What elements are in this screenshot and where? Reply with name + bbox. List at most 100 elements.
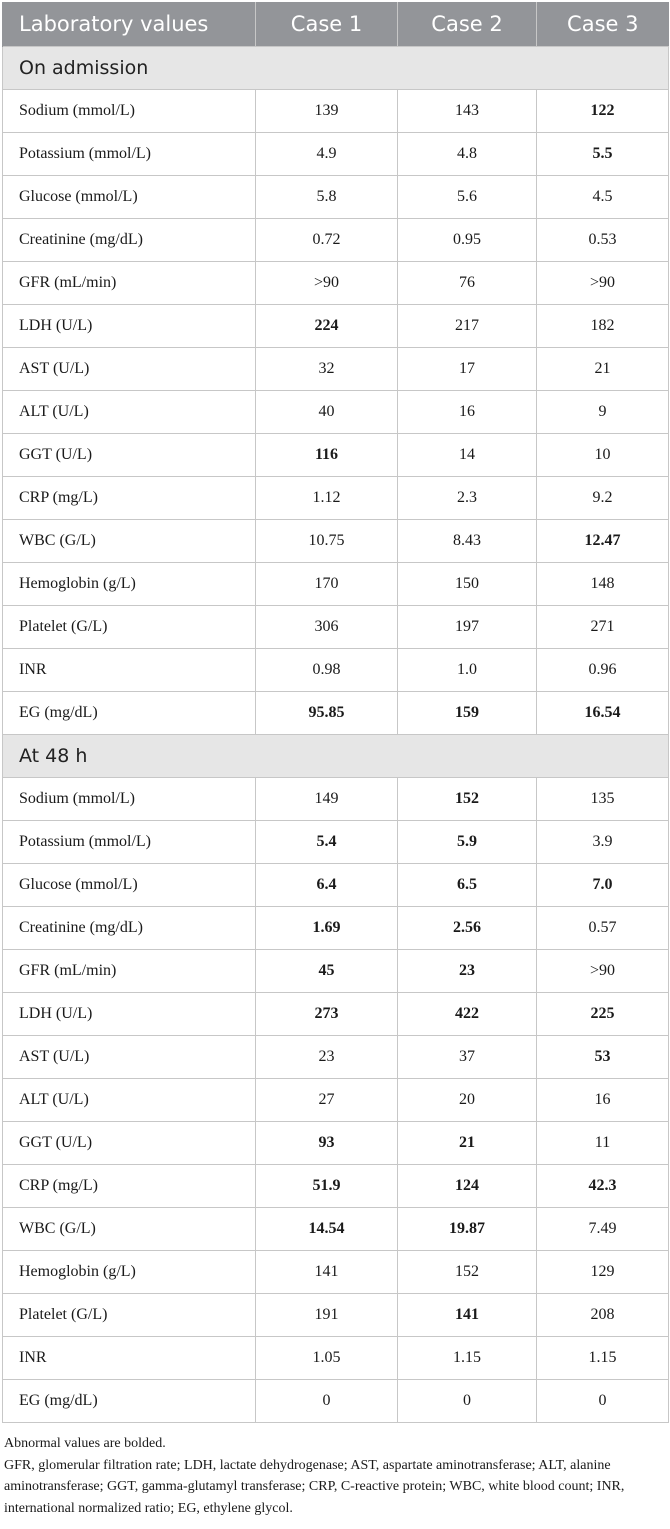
case-3-value: 12.47 bbox=[536, 519, 669, 563]
table-row: WBC (G/L) 14.54 19.87 7.49 bbox=[2, 1207, 669, 1251]
case-1-value: 116 bbox=[255, 433, 398, 477]
table-row: LDH (U/L) 224 217 182 bbox=[2, 304, 669, 348]
table-row: WBC (G/L) 10.75 8.43 12.47 bbox=[2, 519, 669, 563]
case-1-value: 93 bbox=[255, 1121, 398, 1165]
case-2-value: 4.8 bbox=[397, 132, 537, 176]
table-row: CRP (mg/L) 1.12 2.3 9.2 bbox=[2, 476, 669, 520]
case-2-value: 5.6 bbox=[397, 175, 537, 219]
row-label: Creatinine (mg/dL) bbox=[2, 906, 256, 950]
case-1-value: 1.12 bbox=[255, 476, 398, 520]
case-3-value: 11 bbox=[536, 1121, 669, 1165]
row-label: CRP (mg/L) bbox=[2, 1164, 256, 1208]
case-1-value: 191 bbox=[255, 1293, 398, 1337]
case-3-value: 9 bbox=[536, 390, 669, 434]
table-row: ALT (U/L) 40 16 9 bbox=[2, 390, 669, 434]
case-2-value: 76 bbox=[397, 261, 537, 305]
case-1-value: 149 bbox=[255, 777, 398, 821]
case-2-value: 23 bbox=[397, 949, 537, 993]
case-1-value: 51.9 bbox=[255, 1164, 398, 1208]
case-1-value: 224 bbox=[255, 304, 398, 348]
row-label: EG (mg/dL) bbox=[2, 691, 256, 735]
row-label: Sodium (mmol/L) bbox=[2, 89, 256, 133]
header-laboratory-values: Laboratory values bbox=[2, 2, 256, 47]
case-1-value: 141 bbox=[255, 1250, 398, 1294]
row-label: GFR (mL/min) bbox=[2, 949, 256, 993]
case-3-value: 53 bbox=[536, 1035, 669, 1079]
case-2-value: 6.5 bbox=[397, 863, 537, 907]
table-row: Glucose (mmol/L) 6.4 6.5 7.0 bbox=[2, 863, 669, 907]
case-1-value: 27 bbox=[255, 1078, 398, 1122]
case-3-value: 7.49 bbox=[536, 1207, 669, 1251]
row-label: LDH (U/L) bbox=[2, 304, 256, 348]
row-label: AST (U/L) bbox=[2, 347, 256, 391]
case-1-value: 5.8 bbox=[255, 175, 398, 219]
case-3-value: 42.3 bbox=[536, 1164, 669, 1208]
case-3-value: 129 bbox=[536, 1250, 669, 1294]
header-case-3: Case 3 bbox=[536, 2, 669, 47]
case-1-value: 6.4 bbox=[255, 863, 398, 907]
case-2-value: 8.43 bbox=[397, 519, 537, 563]
row-label: Potassium (mmol/L) bbox=[2, 820, 256, 864]
case-2-value: 0.95 bbox=[397, 218, 537, 262]
case-1-value: 14.54 bbox=[255, 1207, 398, 1251]
case-1-value: >90 bbox=[255, 261, 398, 305]
case-2-value: 217 bbox=[397, 304, 537, 348]
case-2-value: 16 bbox=[397, 390, 537, 434]
case-3-value: 1.15 bbox=[536, 1336, 669, 1380]
row-label: Glucose (mmol/L) bbox=[2, 863, 256, 907]
case-3-value: 16 bbox=[536, 1078, 669, 1122]
table-row: GFR (mL/min) >90 76 >90 bbox=[2, 261, 669, 305]
case-2-value: 1.15 bbox=[397, 1336, 537, 1380]
footnote-abnormal: Abnormal values are bolded. bbox=[4, 1436, 166, 1451]
case-3-value: 7.0 bbox=[536, 863, 669, 907]
case-3-value: 9.2 bbox=[536, 476, 669, 520]
table-row: EG (mg/dL) 95.85 159 16.54 bbox=[2, 691, 669, 735]
case-1-value: 10.75 bbox=[255, 519, 398, 563]
table-row: Platelet (G/L) 191 141 208 bbox=[2, 1293, 669, 1337]
row-label: Hemoglobin (g/L) bbox=[2, 562, 256, 606]
case-3-value: 10 bbox=[536, 433, 669, 477]
row-label: CRP (mg/L) bbox=[2, 476, 256, 520]
table-row: Platelet (G/L) 306 197 271 bbox=[2, 605, 669, 649]
table-row: Potassium (mmol/L) 4.9 4.8 5.5 bbox=[2, 132, 669, 176]
row-label: LDH (U/L) bbox=[2, 992, 256, 1036]
case-1-value: 273 bbox=[255, 992, 398, 1036]
table-row: Creatinine (mg/dL) 0.72 0.95 0.53 bbox=[2, 218, 669, 262]
case-2-value: 20 bbox=[397, 1078, 537, 1122]
section-title: On admission bbox=[2, 46, 669, 90]
row-label: Sodium (mmol/L) bbox=[2, 777, 256, 821]
case-2-value: 5.9 bbox=[397, 820, 537, 864]
header-case-2: Case 2 bbox=[397, 2, 537, 47]
case-2-value: 124 bbox=[397, 1164, 537, 1208]
table-body: On admission Sodium (mmol/L) 139 143 122 Pota… bbox=[2, 46, 669, 1423]
case-3-value: 225 bbox=[536, 992, 669, 1036]
case-1-value: 95.85 bbox=[255, 691, 398, 735]
row-label: INR bbox=[2, 648, 256, 692]
case-2-value: 2.56 bbox=[397, 906, 537, 950]
table-row: AST (U/L) 32 17 21 bbox=[2, 347, 669, 391]
row-label: GGT (U/L) bbox=[2, 433, 256, 477]
case-2-value: 14 bbox=[397, 433, 537, 477]
table-row: ALT (U/L) 27 20 16 bbox=[2, 1078, 669, 1122]
case-3-value: 0 bbox=[536, 1379, 669, 1423]
table-row: Sodium (mmol/L) 139 143 122 bbox=[2, 89, 669, 133]
case-3-value: >90 bbox=[536, 261, 669, 305]
row-label: Platelet (G/L) bbox=[2, 1293, 256, 1337]
table-row: Hemoglobin (g/L) 141 152 129 bbox=[2, 1250, 669, 1294]
table-footnotes: Abnormal values are bolded. GFR, glomeru… bbox=[4, 1433, 668, 1519]
case-2-value: 1.0 bbox=[397, 648, 537, 692]
case-2-value: 159 bbox=[397, 691, 537, 735]
footnote-abbreviations: GFR, glomerular filtration rate; LDH, la… bbox=[4, 1457, 625, 1516]
lab-values-table: Laboratory values Case 1 Case 2 Case 3 O… bbox=[2, 2, 669, 1423]
table-row: Glucose (mmol/L) 5.8 5.6 4.5 bbox=[2, 175, 669, 219]
case-3-value: 122 bbox=[536, 89, 669, 133]
table-row: GGT (U/L) 116 14 10 bbox=[2, 433, 669, 477]
table-row: GGT (U/L) 93 21 11 bbox=[2, 1121, 669, 1165]
table-row: INR 1.05 1.15 1.15 bbox=[2, 1336, 669, 1380]
case-1-value: 139 bbox=[255, 89, 398, 133]
table-row: EG (mg/dL) 0 0 0 bbox=[2, 1379, 669, 1423]
section-row: At 48 h bbox=[2, 734, 669, 778]
row-label: GFR (mL/min) bbox=[2, 261, 256, 305]
case-3-value: 148 bbox=[536, 562, 669, 606]
case-3-value: 3.9 bbox=[536, 820, 669, 864]
